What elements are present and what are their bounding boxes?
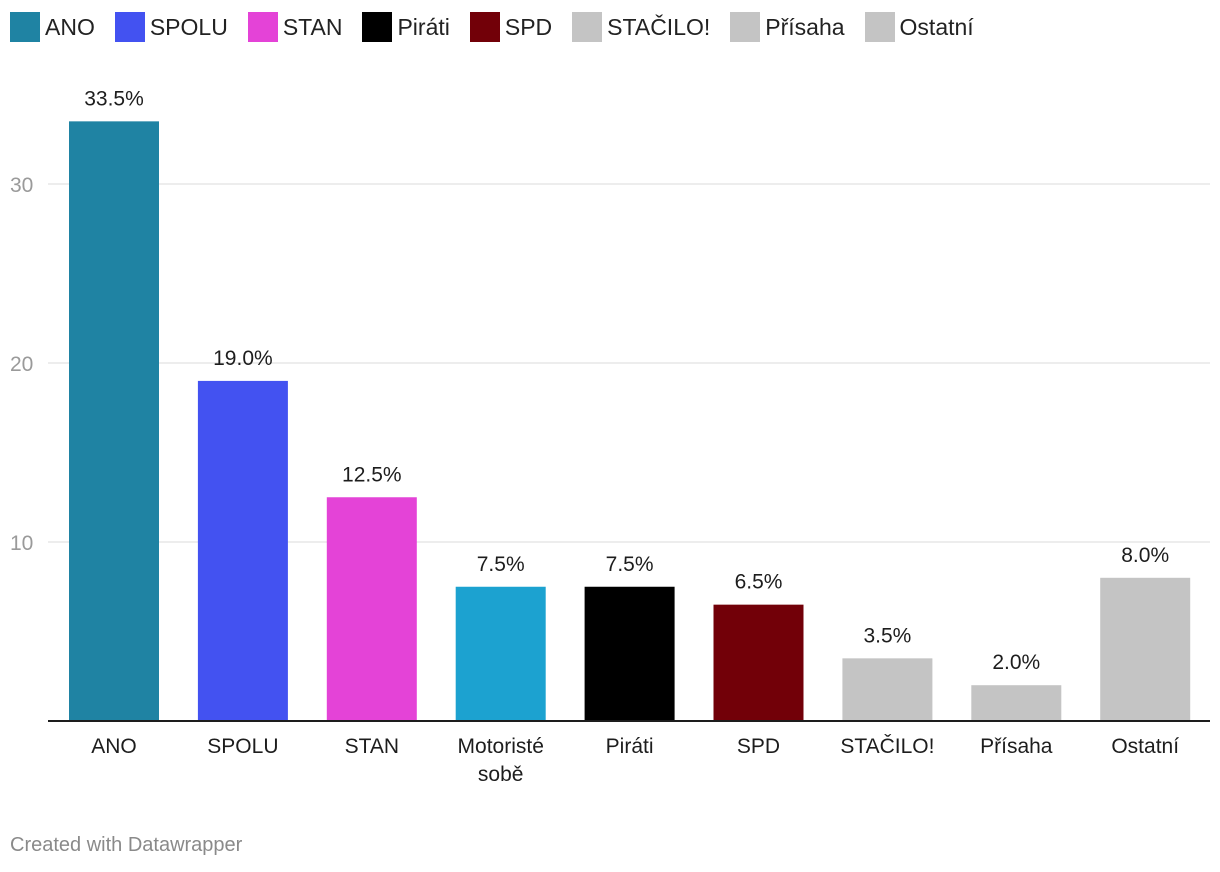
y-tick-label: 10 [10,532,33,555]
legend-swatch [247,12,278,42]
bar [713,604,804,721]
bar-value-label: 12.5% [342,463,402,486]
y-tick-label: 20 [10,353,33,376]
legend-label: STAČILO! [607,14,711,40]
bar-value-label: 2.0% [992,651,1040,674]
legend-label: Piráti [397,14,450,40]
bar-value-label: 7.5% [606,553,654,576]
bar [584,586,675,721]
bar-value-label: 7.5% [477,553,525,576]
bar-value-label: 19.0% [213,347,273,370]
x-category-label: ANO [91,735,137,758]
legend-label: SPD [504,14,553,40]
x-category-label: STAČILO! [840,735,934,758]
legend-swatch [362,12,393,42]
x-category-label: SPD [737,735,780,758]
legend-item: Ostatní [864,12,974,42]
x-category-label: Piráti [606,735,654,758]
bar-value-label: 33.5% [84,87,144,110]
legend-swatch [469,12,500,42]
x-category-label: STAN [345,735,399,758]
bar-value-label: 8.0% [1121,544,1169,567]
legend-label: STAN [282,14,343,40]
legend-label: ANO [45,14,95,40]
x-category-label: SPOLU [207,735,278,758]
legend-swatch [10,12,40,42]
chart-legend: ANO SPOLU STAN Piráti SPD STAČILO! Přísaha Osta… [10,12,994,42]
legend-item: STAČILO! [572,12,710,42]
legend-swatch [114,12,145,42]
y-tick-label: 30 [10,174,33,197]
bar [197,380,288,721]
footer-credit: Created with Datawrapper [10,834,243,856]
legend-item: Přísaha [730,12,845,42]
legend-swatch [572,12,603,42]
legend-swatch [730,12,761,42]
bar [842,658,933,721]
x-category-label: Přísaha [980,735,1053,758]
legend-item: Piráti [362,12,450,42]
legend-item: SPOLU [114,12,228,42]
bar-value-label: 6.5% [735,571,783,594]
x-category-label: sobě [478,763,524,786]
legend-item: SPD [469,12,553,42]
legend-swatch [864,12,895,42]
bar [971,685,1062,721]
legend-label: Ostatní [899,14,974,40]
bar [69,121,159,722]
legend-item: STAN [247,12,343,42]
bar [1100,577,1191,721]
bar [326,497,417,721]
bar [455,586,546,721]
legend-label: SPOLU [149,14,228,40]
legend-label: Přísaha [765,14,845,40]
x-category-label: Motoristé [458,735,544,758]
x-category-label: Ostatní [1111,735,1179,758]
legend-item: ANO [10,12,95,42]
bar-value-label: 3.5% [863,624,911,647]
